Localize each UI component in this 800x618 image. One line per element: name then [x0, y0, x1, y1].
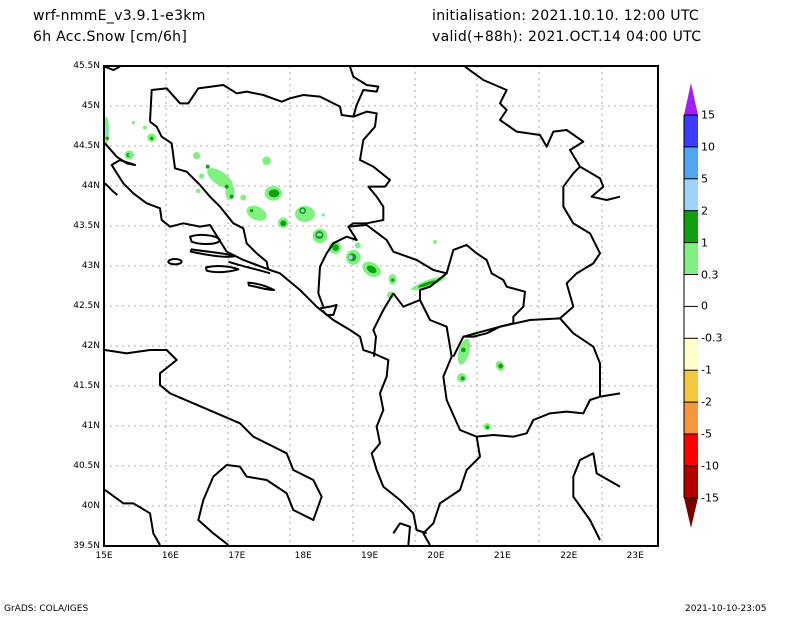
footer-credit: GrADS: COLA/IGES [4, 604, 89, 614]
footer-timestamp: 2021-10-10-23:05 [685, 604, 767, 614]
colorbar-label: -1 [701, 363, 712, 377]
lon-label: 23E [626, 551, 644, 561]
lat-label: 45.5N [73, 61, 100, 71]
lat-label: 43.5N [73, 221, 100, 231]
map-frame [103, 65, 659, 547]
colorbar-label: 1 [701, 236, 708, 250]
colorbar-extension [684, 497, 698, 528]
lat-label: 41N [81, 421, 100, 431]
colorbar-band [684, 242, 698, 275]
colorbar-label: 15 [701, 108, 715, 122]
colorbar-label: 2 [701, 204, 708, 218]
lon-label: 15E [95, 551, 113, 561]
colorbar-label: 0 [701, 299, 708, 313]
lat-label: 40.5N [73, 461, 100, 471]
lat-label: 41.5N [73, 381, 100, 391]
lon-label: 22E [560, 551, 578, 561]
colorbar-band [684, 338, 698, 371]
colorbar-label: 5 [701, 172, 708, 186]
colorbar-label: -5 [701, 427, 712, 441]
colorbar-label: -15 [701, 491, 719, 505]
colorbar-band [684, 306, 698, 339]
colorbar-band [684, 434, 698, 466]
colorbar-band [684, 146, 698, 179]
lat-label: 45N [81, 101, 100, 111]
colorbar-band [684, 178, 698, 211]
colorbar-label: -2 [701, 395, 712, 409]
lat-label: 40N [81, 501, 100, 511]
lat-label: 42N [81, 341, 100, 351]
lat-label: 39.5N [73, 541, 100, 551]
lat-label: 44.5N [73, 141, 100, 151]
coastlines-borders [104, 65, 621, 546]
snow-field [102, 116, 505, 431]
lon-label: 19E [361, 551, 379, 561]
colorbar-extension [684, 83, 698, 115]
colorbar-band [684, 465, 698, 498]
colorbar-band [684, 402, 698, 434]
lat-label: 44N [81, 181, 100, 191]
colorbar-band [684, 274, 698, 307]
lon-label: 21E [493, 551, 511, 561]
colorbar [683, 83, 698, 528]
lon-label: 17E [228, 551, 246, 561]
valid-time: valid(+88h): 2021.OCT.14 04:00 UTC [432, 29, 702, 45]
colorbar-label: -0.3 [701, 331, 723, 345]
model-title: wrf-nmmE_v3.9.1-e3km [33, 8, 206, 24]
initialisation-time: initialisation: 2021.10.10. 12:00 UTC [432, 8, 699, 24]
colorbar-band [684, 115, 698, 147]
colorbar-label: 10 [701, 140, 715, 154]
colorbar-band [684, 370, 698, 403]
lat-label: 43N [81, 261, 100, 271]
lon-label: 20E [427, 551, 445, 561]
colorbar-label: -10 [701, 459, 719, 473]
colorbar-label: 0.3 [701, 268, 719, 281]
lon-label: 18E [294, 551, 312, 561]
variable-title: 6h Acc.Snow [cm/6h] [33, 29, 188, 45]
colorbar-band [684, 210, 698, 243]
lon-label: 16E [161, 551, 179, 561]
lat-label: 42.5N [73, 301, 100, 311]
